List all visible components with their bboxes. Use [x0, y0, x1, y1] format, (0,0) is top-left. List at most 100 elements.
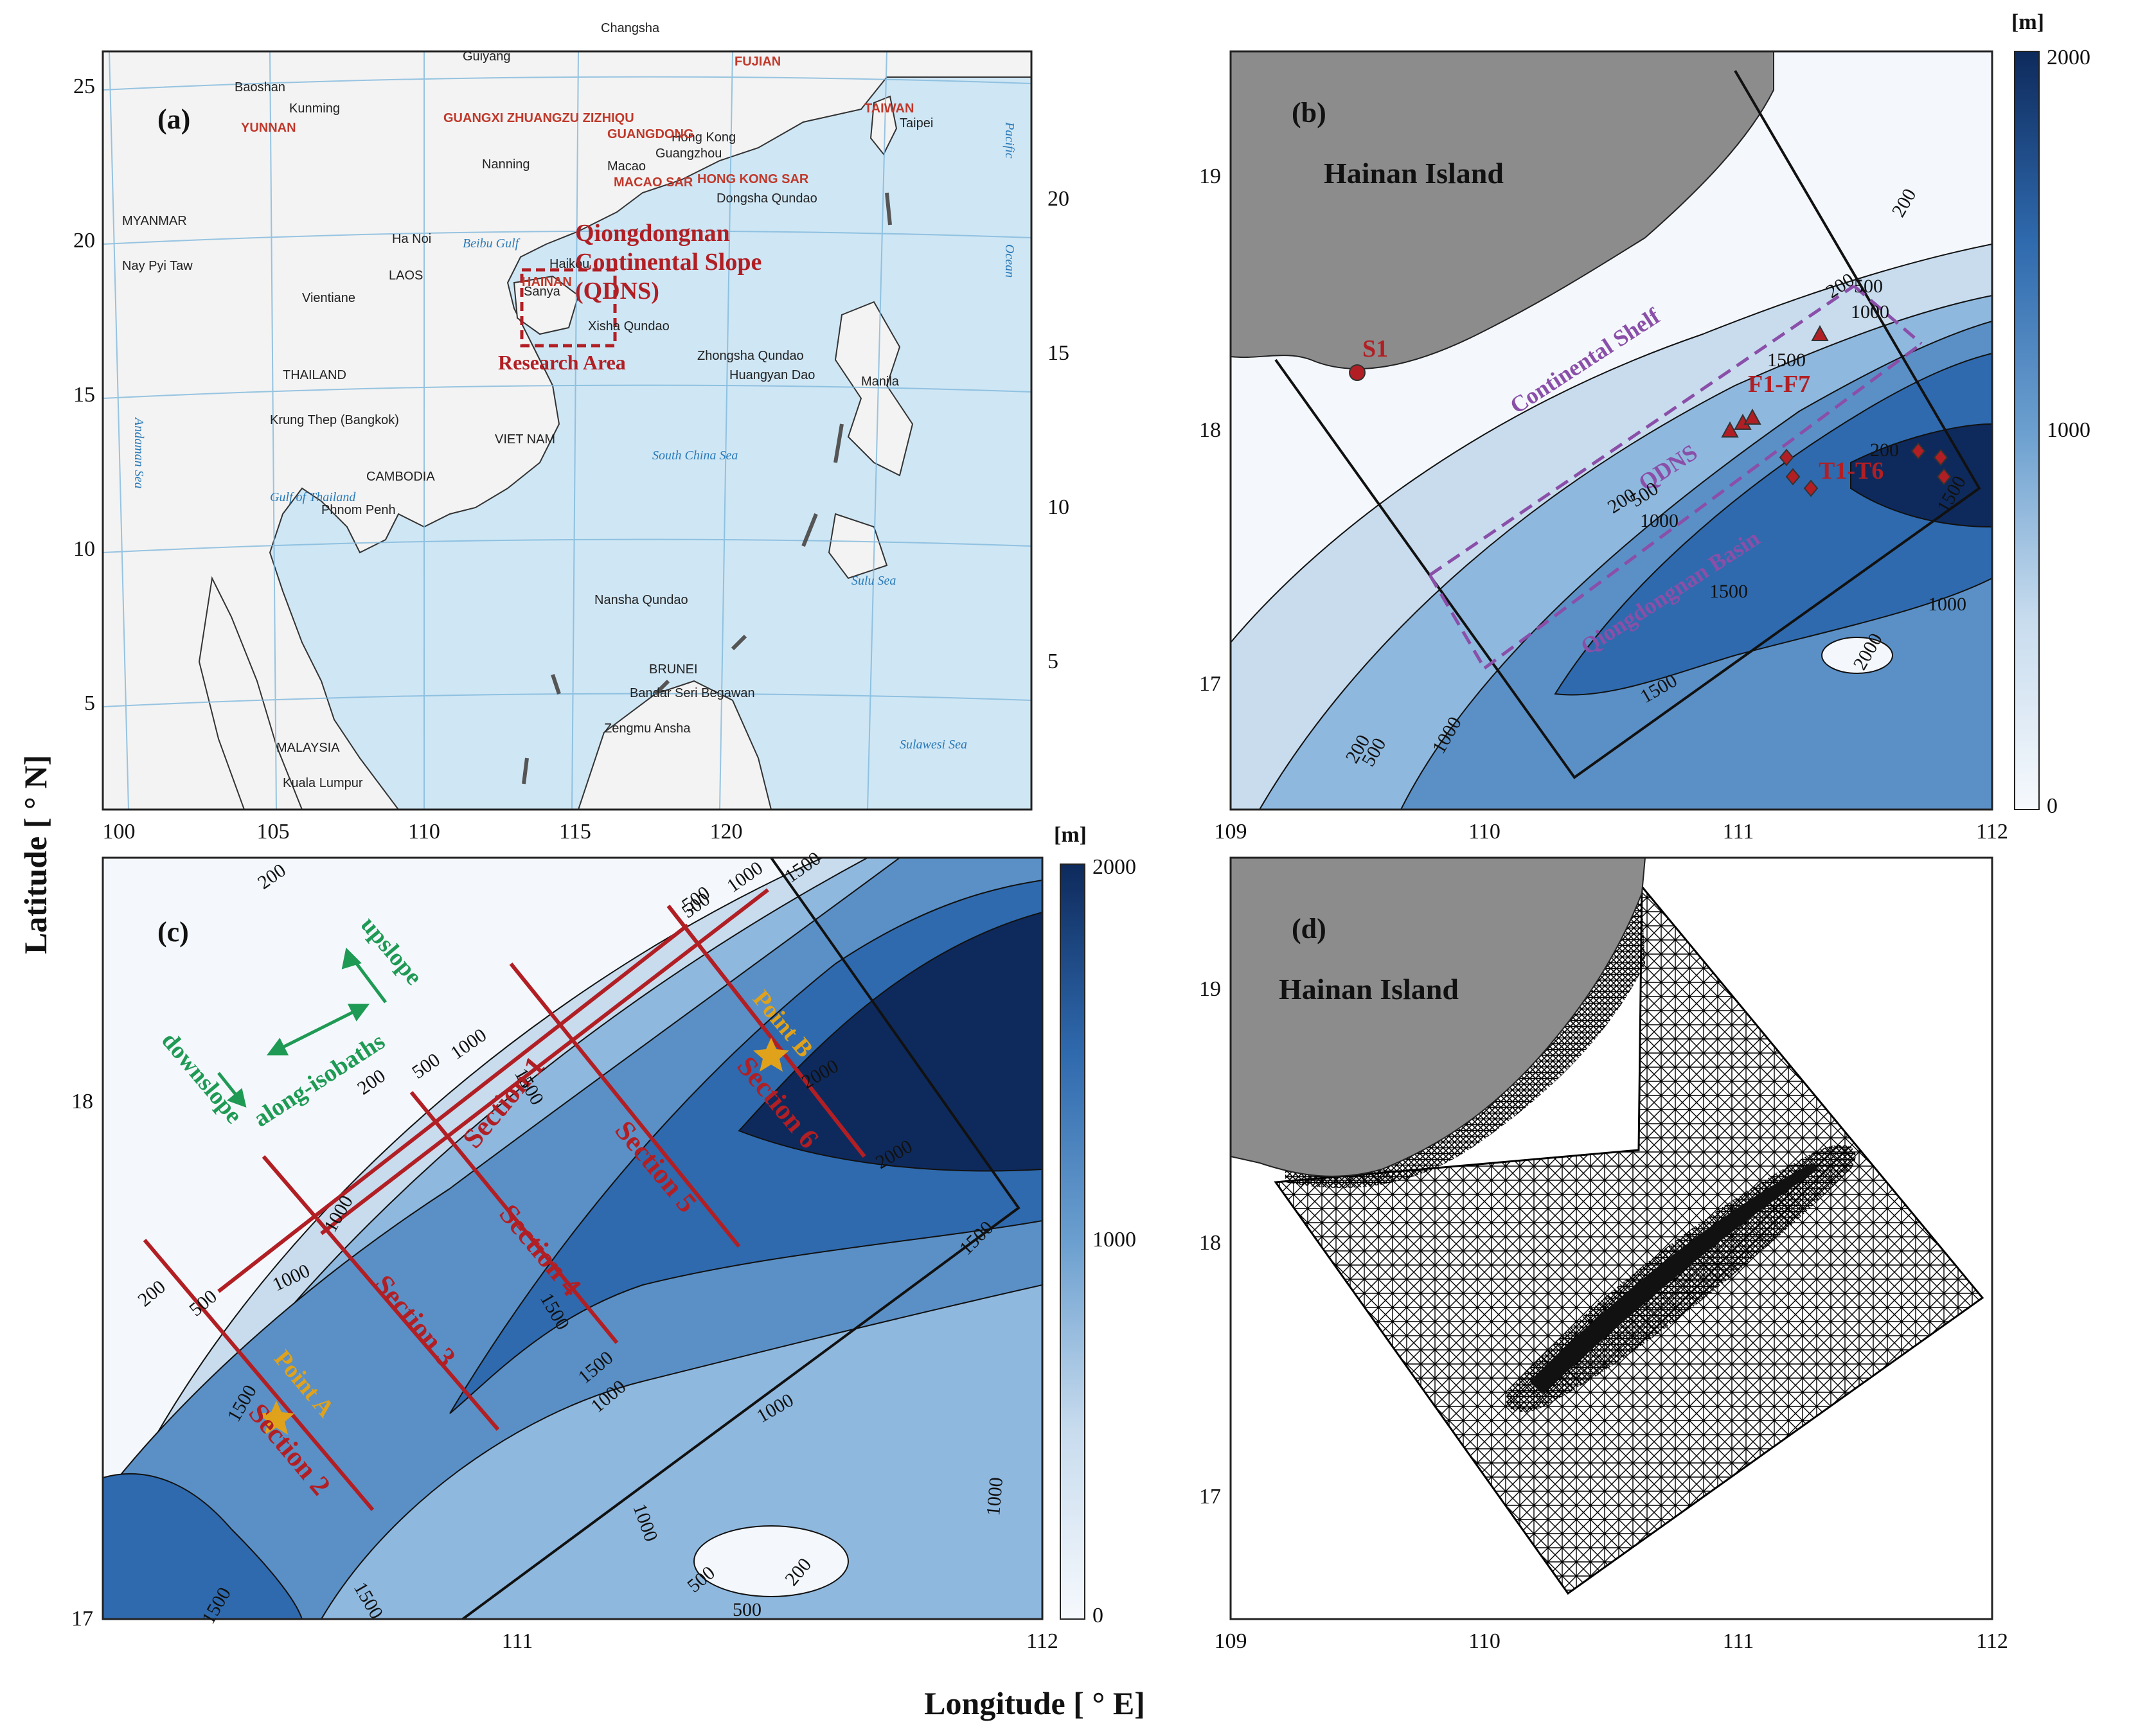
model-domain-b: [1274, 69, 1981, 779]
place-label: Guangzhou: [655, 146, 722, 161]
qdns-dashed-2: [1483, 342, 1923, 670]
section-5-line: [509, 962, 741, 1248]
lat-tick-right: 20: [1047, 187, 1069, 211]
section-6-line: [666, 905, 866, 1158]
place-label: Vientiane: [302, 291, 355, 305]
nine-dash-segments: [522, 192, 892, 784]
place-label: Ha Noi: [392, 232, 431, 246]
lat-tick-right: 5: [1047, 650, 1058, 673]
lat-tick: 5: [84, 691, 95, 715]
lat-tick: 17: [1199, 672, 1221, 696]
qdns-title-line3: (QDNS): [575, 278, 659, 305]
philippines-land: [828, 301, 914, 580]
colorbar-mid: 1000: [2047, 418, 2090, 442]
sea-label: Sulu Sea: [851, 574, 896, 588]
province-label: MACAO SAR: [614, 175, 693, 190]
station-f-markers: [1721, 324, 1829, 438]
province-label: HAINAN: [522, 275, 572, 289]
mesh-domain: [1274, 883, 1984, 1595]
contour-label: 1000: [1928, 594, 1966, 615]
panel-a-tag: (a): [157, 103, 190, 135]
panel-b-bathymetry: (b) Hainan Island S1 F1-F7 T1-T6 Contine…: [1199, 10, 2090, 844]
panel-b-tag: (b): [1292, 97, 1326, 128]
panel-c-sections: (c) Section 1 Section 2 Section 3 Sectio…: [71, 823, 1136, 1653]
sea-label: Beibu Gulf: [463, 236, 521, 251]
contour-label: 1000: [983, 1476, 1007, 1517]
section-3-line: [262, 1155, 500, 1431]
lon-tick: 112: [1026, 1629, 1058, 1653]
station-f-label: F1-F7: [1748, 371, 1810, 398]
point-b-star: [753, 1038, 789, 1072]
lon-tick: 110: [1468, 820, 1501, 844]
lat-tick: 18: [71, 1090, 93, 1113]
place-label: Manila: [861, 375, 900, 389]
colorbar-unit: [m]: [2011, 10, 2044, 34]
place-label: LAOS: [389, 269, 423, 283]
place-label: Haikou: [549, 257, 589, 271]
station-t-markers: [1779, 442, 1952, 497]
colorbar-max: 2000: [1092, 855, 1136, 879]
place-label: BRUNEI: [649, 662, 698, 677]
model-domain-c: [461, 858, 1020, 1619]
colorbar-min: 0: [2047, 794, 2058, 818]
section-2-line: [143, 1239, 375, 1511]
taiwan-land: [869, 95, 898, 155]
place-label: Sanya: [524, 285, 561, 299]
contour-label: 500: [733, 1599, 762, 1620]
research-area-box: [520, 268, 617, 348]
section-4-line: [409, 1091, 619, 1344]
place-label: Baoshan: [235, 80, 285, 94]
province-label: TAIWAN: [864, 102, 914, 116]
place-label: Nay Pyi Taw: [122, 259, 193, 273]
sea-label: Pacific: [1002, 121, 1017, 159]
point-a-star: [258, 1401, 294, 1435]
lon-tick: 115: [559, 820, 591, 844]
place-label: Taipei: [900, 116, 933, 130]
place-label: Zengmu Ansha: [604, 722, 691, 736]
borneo-land: [577, 680, 772, 810]
colorbar-mid: 1000: [1092, 1228, 1136, 1252]
contour-label: 1500: [1767, 350, 1806, 371]
place-label: Krung Thep (Bangkok): [270, 413, 399, 427]
panel-d-tag: (d): [1292, 913, 1326, 944]
along-line-2: [320, 888, 769, 1236]
mainland-asia: [103, 51, 1031, 810]
place-label: Xisha Qundao: [588, 319, 670, 333]
lat-tick-right: 10: [1047, 495, 1069, 519]
place-label: Kunming: [289, 102, 340, 116]
lon-tick: 111: [502, 1629, 533, 1653]
lon-tick: 120: [710, 820, 743, 844]
contour-label: 200: [1870, 439, 1899, 461]
lat-tick: 10: [73, 537, 95, 561]
colorbar-b: [2014, 51, 2040, 810]
colorbar-c: [1060, 864, 1085, 1620]
lat-tick: 25: [73, 75, 95, 98]
hainan-land: [513, 275, 580, 335]
sea-label: South China Sea: [652, 448, 738, 463]
place-label: Bandar Seri Begawan: [630, 686, 755, 700]
station-s1-marker: [1349, 364, 1366, 381]
place-label: MYANMAR: [122, 214, 187, 228]
place-label: Huangyan Dao: [729, 368, 815, 382]
along-line-1: [217, 923, 689, 1293]
place-label: MALAYSIA: [276, 741, 340, 755]
x-axis-label: Longitude [ ° E]: [924, 1685, 1145, 1721]
contour-label: 1000: [1851, 301, 1889, 323]
sea-label: Ocean: [1002, 244, 1017, 278]
lon-tick: 111: [1723, 820, 1754, 844]
lat-tick: 18: [1199, 1231, 1221, 1255]
place-label: Dongsha Qundao: [717, 191, 817, 206]
place-label: THAILAND: [283, 368, 346, 382]
lon-tick: 109: [1215, 1629, 1247, 1653]
lon-tick: 109: [1215, 820, 1247, 844]
station-t-label: T1-T6: [1819, 457, 1884, 484]
y-axis-label: Latitude [ ° N]: [17, 755, 53, 954]
colorbar-unit: [m]: [1054, 823, 1087, 847]
place-label: Changsha: [601, 21, 660, 35]
contour-label: 1000: [1640, 510, 1679, 531]
lon-tick: 111: [1723, 1629, 1754, 1653]
lon-tick: 112: [1976, 1629, 2008, 1653]
lon-tick: 110: [1468, 1629, 1501, 1653]
panel-b-island: Hainan Island: [1324, 157, 1504, 190]
